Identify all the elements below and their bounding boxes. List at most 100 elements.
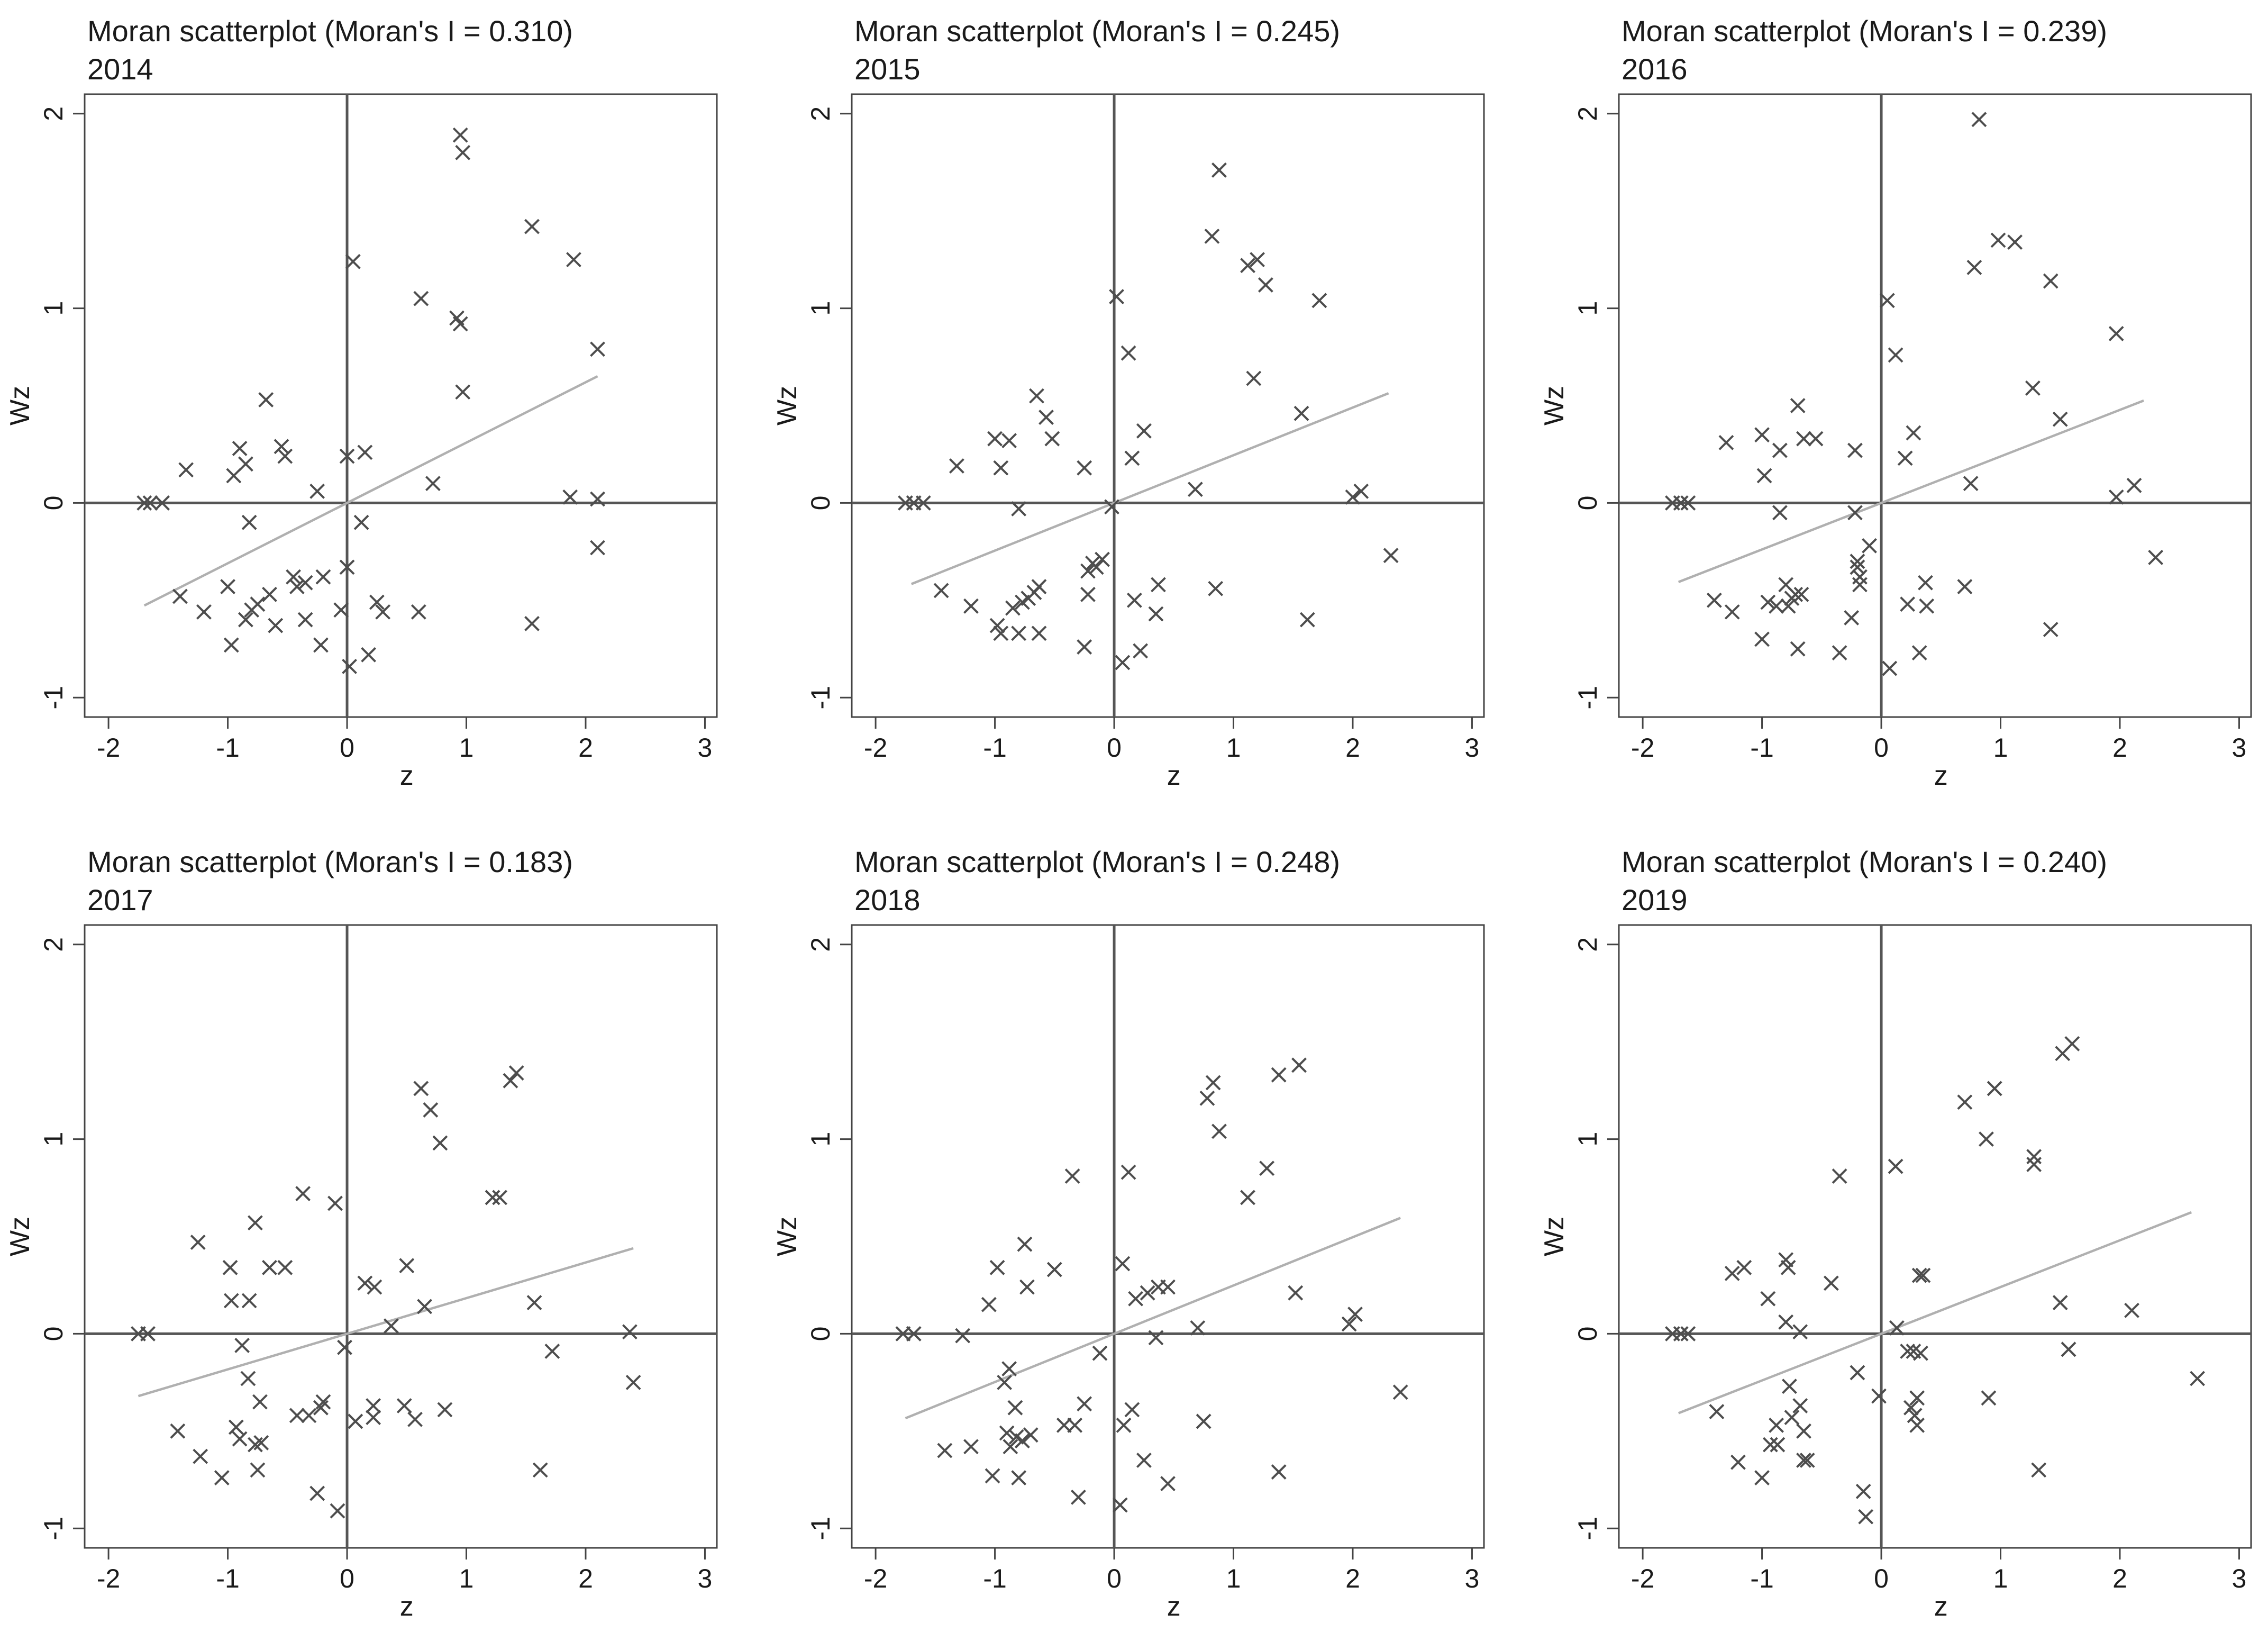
y-tick-label: -1 [806,1517,835,1540]
data-point-x-marker [1772,505,1788,521]
data-point-x-marker [1844,610,1860,625]
data-point-x-marker [1011,501,1027,516]
data-point-x-marker [248,1215,263,1231]
data-point-x-marker [1888,1158,1903,1174]
data-point-x-marker [1911,1267,1927,1283]
data-point-x-marker [1790,398,1806,413]
data-point-x-marker [297,612,313,628]
data-point-x-marker [190,1235,206,1250]
x-tick-label: 0 [1107,1564,1122,1593]
data-point-x-marker [1015,1433,1030,1449]
y-tick-label: 1 [39,1132,68,1147]
data-point-x-marker [1900,1344,1916,1359]
data-point-x-marker [955,1328,971,1344]
data-point-x-marker [172,588,188,604]
data-point-x-marker [1966,259,1982,275]
data-point-x-marker [1199,1090,1215,1106]
fit-line [1678,1211,2192,1415]
y-tick-label: -1 [1573,686,1602,709]
x-axis-label: z [400,1591,414,1622]
data-point-x-marker [1680,1326,1696,1341]
data-point-x-marker [258,392,274,407]
chart-subtitle-year: 2018 [854,883,921,917]
x-tick-label: 1 [1993,733,2008,763]
data-point-x-marker [366,1398,381,1413]
data-point-x-marker [136,495,152,511]
data-point-x-marker [232,1431,248,1447]
x-tick-label: 2 [2112,733,2127,763]
data-point-x-marker [193,1448,208,1464]
data-point-x-marker [295,1186,311,1201]
data-point-x-marker [2031,1462,2047,1478]
data-point-x-marker [1250,252,1265,268]
data-point-x-marker [289,1408,305,1424]
data-point-x-marker [369,594,385,610]
y-tick-label: 1 [806,1132,835,1147]
data-point-x-marker [384,1318,399,1334]
data-point-x-marker [1151,577,1166,593]
data-point-x-marker [1957,579,1973,594]
data-point-x-marker [2124,1302,2139,1318]
plot-frame [84,924,718,1549]
y-tick-label: 2 [1573,937,1602,952]
data-point-x-marker [357,1275,373,1291]
data-point-x-marker [452,316,468,332]
data-point-x-marker [1208,581,1224,596]
data-point-x-marker [1760,1291,1776,1307]
data-point-x-marker [425,476,441,492]
data-point-x-marker [590,540,605,556]
data-point-x-marker [1056,1417,1072,1433]
y-tick-label: -1 [39,686,68,709]
data-point-x-marker [1918,575,1933,591]
data-point-x-marker [1046,1262,1062,1277]
chart-subtitle-year: 2015 [854,52,921,86]
data-point-x-marker [1981,1390,1997,1406]
data-point-x-marker [1003,1439,1018,1455]
data-point-x-marker [508,1065,524,1081]
data-point-x-marker [1760,594,1776,610]
data-point-x-marker [1990,232,2006,248]
data-point-x-marker [2061,1341,2076,1357]
data-point-x-marker [590,491,605,507]
data-point-x-marker [1067,1417,1083,1433]
data-point-x-marker [309,483,325,499]
data-point-x-marker [526,1295,542,1310]
y-tick-label: 1 [806,301,835,316]
data-point-x-marker [1288,1285,1304,1301]
data-point-x-marker [423,1102,439,1118]
chart-title: Moran scatterplot (Moran's I = 0.248) [854,845,1340,878]
data-point-x-marker [413,291,429,306]
chart-subtitle-year: 2017 [87,883,153,917]
data-point-x-marker [232,441,248,456]
x-axis-label: z [1167,1591,1181,1622]
data-point-x-marker [1064,1168,1080,1184]
data-point-x-marker [987,431,1003,447]
data-point-x-marker [238,456,253,472]
data-point-x-marker [1187,482,1203,497]
data-point-x-marker [1019,1279,1035,1295]
x-tick-label: -2 [864,733,887,763]
data-point-x-marker [1311,293,1327,309]
x-tick-label: 3 [698,733,713,763]
data-point-x-marker [396,1398,412,1413]
y-tick-label: -1 [1573,1517,1602,1540]
data-point-x-marker [1007,1400,1023,1416]
data-point-x-marker [485,1190,500,1205]
data-point-x-marker [1907,1408,1923,1424]
data-point-x-marker [1792,1324,1808,1340]
data-point-x-marker [222,1259,238,1275]
data-point-x-marker [297,575,313,591]
data-point-x-marker [375,604,391,620]
data-point-x-marker [566,252,581,268]
data-point-x-marker [1889,1320,1905,1336]
x-tick-label: 0 [340,733,354,763]
data-point-x-marker [342,658,357,674]
data-point-x-marker [367,1279,382,1295]
data-point-x-marker [999,1425,1015,1441]
data-point-x-marker [1862,538,1877,554]
data-point-x-marker [532,1462,548,1478]
data-point-x-marker [949,458,964,474]
data-point-x-marker [1205,1075,1221,1091]
data-point-x-marker [1900,596,1916,612]
data-point-x-marker [1871,1388,1887,1404]
